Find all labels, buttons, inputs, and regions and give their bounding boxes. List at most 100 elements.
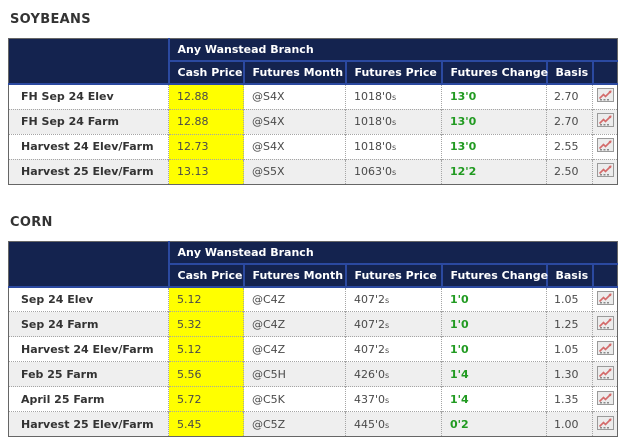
futures-price-suffix: s [385, 370, 390, 380]
chart-icon[interactable] [596, 315, 614, 330]
futures-price-cell: 1018'0s [345, 108, 442, 134]
column-header-chart [591, 263, 618, 288]
basis-cell: 2.70 [546, 83, 593, 109]
chart-link-cell [591, 158, 618, 184]
cash-price-cell: 5.56 [168, 361, 244, 387]
contract-label: FH Sep 24 Elev [8, 83, 169, 109]
futures-price-value: 407'2 [354, 317, 386, 331]
chart-icon[interactable] [596, 415, 614, 430]
basis-cell: 2.70 [546, 108, 593, 134]
chart-icon[interactable] [596, 340, 614, 355]
table-row: Harvest 24 Elev/Farm 5.12 @C4Z 407'2s 1'… [8, 336, 618, 362]
futures-price-suffix: s [385, 420, 390, 430]
soybeans-rows: FH Sep 24 Elev 12.88 @S4X 1018'0s 13'0 2… [8, 83, 618, 184]
futures-month-cell: @S5X [243, 158, 346, 184]
chart-link-cell [591, 411, 618, 437]
branch-header-row: Any Wanstead Branch [8, 38, 618, 62]
futures-price-cell: 1063'0s [345, 158, 442, 184]
futures-price-suffix: s [392, 118, 397, 127]
futures-price-cell: 1018'0s [345, 133, 442, 159]
column-header-futures-price: Futures Price [344, 263, 442, 288]
cash-price-cell: 12.88 [168, 83, 244, 109]
cash-price-cell: 5.32 [168, 311, 244, 337]
chart-link-cell [591, 133, 618, 159]
futures-price-value: 407'2 [354, 342, 386, 356]
chart-icon[interactable] [596, 163, 614, 177]
chart-link-cell [591, 83, 618, 109]
column-header-cash-price: Cash Price [167, 263, 244, 288]
branch-header-row: Any Wanstead Branch [8, 241, 618, 265]
contract-label: Harvest 25 Elev/Farm [8, 411, 169, 437]
table-row: Harvest 25 Elev/Farm 13.13 @S5X 1063'0s … [8, 158, 618, 184]
corn-rows: Sep 24 Elev 5.12 @C4Z 407'2s 1'0 1.05 Se… [8, 286, 618, 437]
chart-icon[interactable] [596, 365, 614, 380]
cash-price-cell: 5.45 [168, 411, 244, 437]
futures-change-cell: 13'0 [441, 83, 547, 109]
futures-price-suffix: s [385, 320, 390, 330]
table-row: Harvest 24 Elev/Farm 12.73 @S4X 1018'0s … [8, 133, 618, 159]
chart-icon[interactable] [596, 88, 614, 103]
basis-cell: 1.00 [546, 411, 593, 437]
futures-price-value: 437'0 [354, 392, 386, 406]
basis-cell: 2.50 [546, 158, 593, 184]
futures-price-cell: 1018'0s [345, 83, 442, 109]
cash-price-cell: 12.73 [168, 133, 244, 159]
futures-price-value: 1018'0 [354, 140, 393, 153]
chart-link-cell [591, 336, 618, 362]
futures-change-cell: 0'2 [441, 411, 547, 437]
futures-price-value: 1063'0 [354, 165, 393, 178]
header-spacer [8, 61, 169, 85]
chart-icon[interactable] [596, 390, 614, 405]
futures-month-cell: @C4Z [243, 311, 346, 337]
contract-label: Harvest 24 Elev/Farm [8, 336, 169, 362]
column-header-futures-month: Futures Month [242, 61, 346, 85]
futures-change-cell: 1'0 [441, 336, 547, 362]
futures-change-cell: 1'4 [441, 361, 547, 387]
contract-label: Feb 25 Farm [8, 361, 169, 387]
section-title-corn: CORN [10, 214, 53, 230]
chart-icon[interactable] [596, 113, 614, 127]
chart-link-cell [591, 108, 618, 134]
chart-icon[interactable] [596, 290, 614, 305]
header-spacer [8, 263, 169, 288]
column-header-futures-price: Futures Price [344, 61, 442, 85]
chart-link-cell [591, 386, 618, 412]
futures-month-cell: @C5H [243, 361, 346, 387]
contract-label: April 25 Farm [8, 386, 169, 412]
basis-cell: 1.05 [546, 286, 593, 312]
basis-cell: 2.55 [546, 133, 593, 159]
futures-month-cell: @C5K [243, 386, 346, 412]
column-header-row: Cash Price Futures Month Futures Price F… [8, 61, 618, 85]
futures-price-suffix: s [392, 143, 397, 152]
futures-month-cell: @S4X [243, 108, 346, 134]
column-header-basis: Basis [545, 61, 593, 85]
futures-price-cell: 437'0s [345, 386, 442, 412]
futures-price-cell: 407'2s [345, 336, 442, 362]
column-header-futures-change: Futures Change [440, 61, 548, 85]
futures-price-cell: 407'2s [345, 311, 442, 337]
futures-price-value: 445'0 [354, 417, 386, 431]
futures-price-suffix: s [392, 93, 397, 103]
basis-cell: 1.25 [546, 311, 593, 337]
basis-cell: 1.30 [546, 361, 593, 387]
branch-header: Any Wanstead Branch [167, 38, 618, 62]
futures-price-suffix: s [385, 345, 390, 355]
chart-icon[interactable] [596, 138, 614, 152]
futures-change-cell: 1'0 [441, 286, 547, 312]
futures-month-cell: @C4Z [243, 336, 346, 362]
chart-link-cell [591, 286, 618, 312]
header-spacer [8, 38, 169, 61]
futures-change-cell: 13'0 [441, 133, 547, 159]
futures-month-cell: @C5Z [243, 411, 346, 437]
column-header-futures-change: Futures Change [440, 263, 548, 288]
futures-price-cell: 407'2s [345, 286, 442, 312]
futures-price-suffix: s [392, 168, 397, 177]
futures-price-value: 1018'0 [354, 90, 393, 104]
table-row: April 25 Farm 5.72 @C5K 437'0s 1'4 1.35 [8, 386, 618, 412]
futures-change-cell: 12'2 [441, 158, 547, 184]
basis-cell: 1.35 [546, 386, 593, 412]
column-header-chart [591, 61, 618, 85]
futures-price-value: 426'0 [354, 367, 386, 381]
futures-price-cell: 426'0s [345, 361, 442, 387]
contract-label: Harvest 24 Elev/Farm [8, 133, 169, 159]
